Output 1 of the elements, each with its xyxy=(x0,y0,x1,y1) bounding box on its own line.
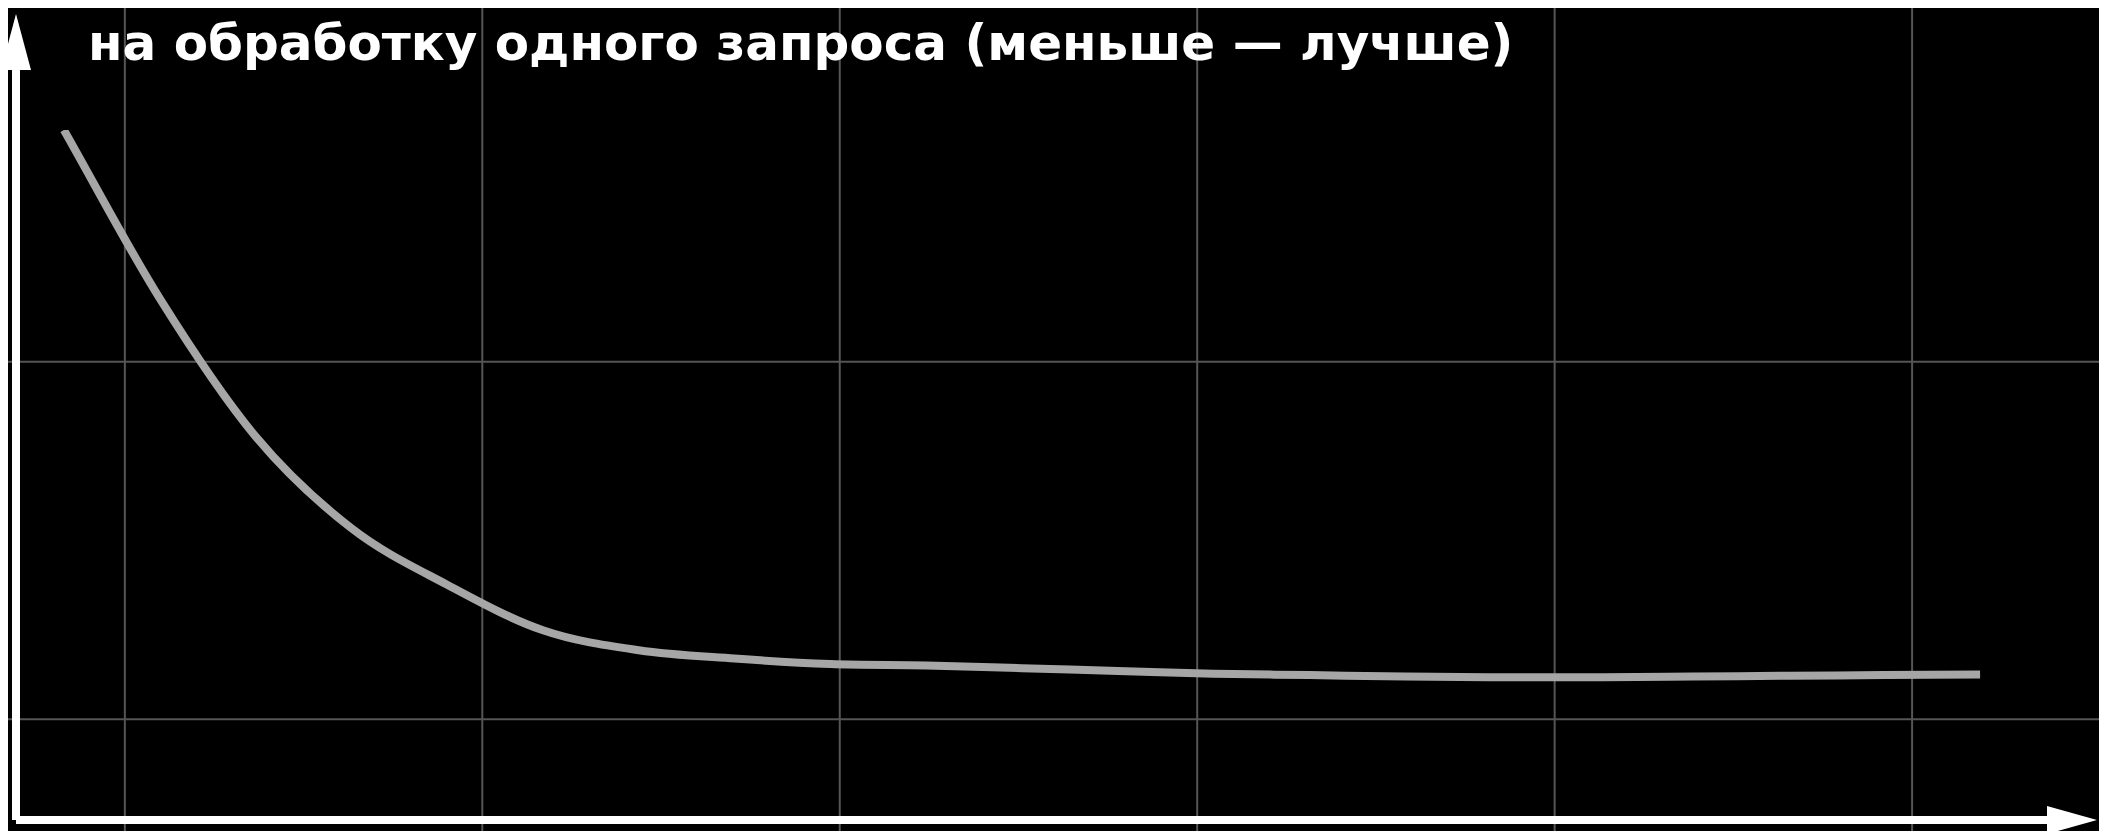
chart-title: на обработку одного запроса (меньше — лучше) xyxy=(88,13,1514,72)
